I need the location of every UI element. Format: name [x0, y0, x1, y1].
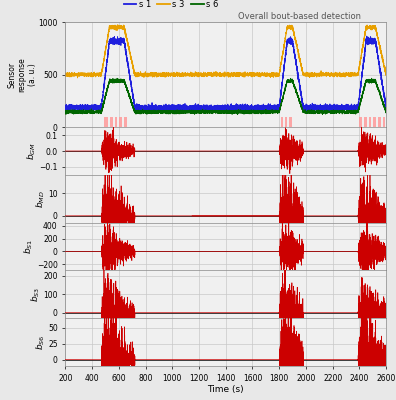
Bar: [115, 117, 118, 127]
Bar: [360, 117, 362, 127]
Bar: [289, 117, 292, 127]
Bar: [110, 117, 113, 127]
Y-axis label: $b_{GM}$: $b_{GM}$: [25, 142, 38, 160]
Y-axis label: $b_{S1}$: $b_{S1}$: [23, 239, 35, 254]
Bar: [120, 117, 122, 127]
Y-axis label: $b_{S3}$: $b_{S3}$: [29, 287, 42, 302]
Bar: [280, 117, 283, 127]
Y-axis label: Sensor
response
(a. u.): Sensor response (a. u.): [7, 57, 37, 92]
Bar: [383, 117, 385, 127]
Y-axis label: $b_{MD}$: $b_{MD}$: [34, 190, 47, 208]
Legend: s 1, s 3, s 6: s 1, s 3, s 6: [120, 0, 222, 12]
Bar: [124, 117, 127, 127]
Y-axis label: $b_{S6}$: $b_{S6}$: [34, 334, 47, 350]
Bar: [285, 117, 287, 127]
Bar: [369, 117, 371, 127]
Bar: [104, 117, 108, 127]
X-axis label: Time (s): Time (s): [208, 386, 244, 394]
Bar: [378, 117, 381, 127]
Text: Overall bout-based detection: Overall bout-based detection: [238, 12, 361, 21]
Bar: [373, 117, 376, 127]
Bar: [364, 117, 367, 127]
